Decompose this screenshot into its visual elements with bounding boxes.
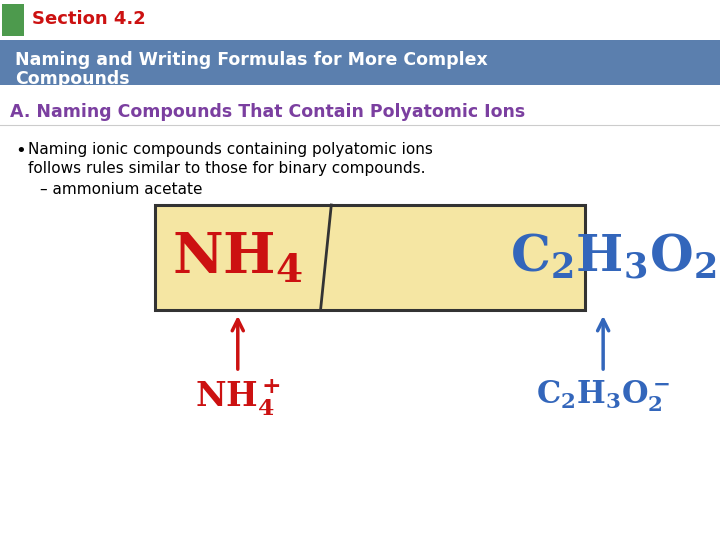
Bar [155,205,585,310]
Text: A. Naming Compounds That Contain Polyatomic Ions: A. Naming Compounds That Contain Polyato… [10,103,526,121]
Bar [0,0,720,40]
Text: $\mathregular{NH_4}$: $\mathregular{NH_4}$ [172,230,303,285]
Text: $\mathregular{C_2H_3O_2^-}$: $\mathregular{C_2H_3O_2^-}$ [536,378,670,414]
Text: follows rules similar to those for binary compounds.: follows rules similar to those for binar… [28,161,426,176]
Text: •: • [15,142,26,160]
Text: Section 4.2: Section 4.2 [32,10,145,28]
Text: $\mathregular{NH_4^+}$: $\mathregular{NH_4^+}$ [194,378,281,419]
Bar [0,0,720,85]
Text: Compounds: Compounds [15,70,130,88]
Text: Naming ionic compounds containing polyatomic ions: Naming ionic compounds containing polyat… [28,142,433,157]
Text: – ammonium acetate: – ammonium acetate [40,182,202,197]
Bar [2,4,24,36]
Text: $\mathregular{C_2H_3O_2}$: $\mathregular{C_2H_3O_2}$ [510,232,716,282]
Polygon shape [27,0,235,40]
Text: Naming and Writing Formulas for More Complex: Naming and Writing Formulas for More Com… [15,51,487,69]
